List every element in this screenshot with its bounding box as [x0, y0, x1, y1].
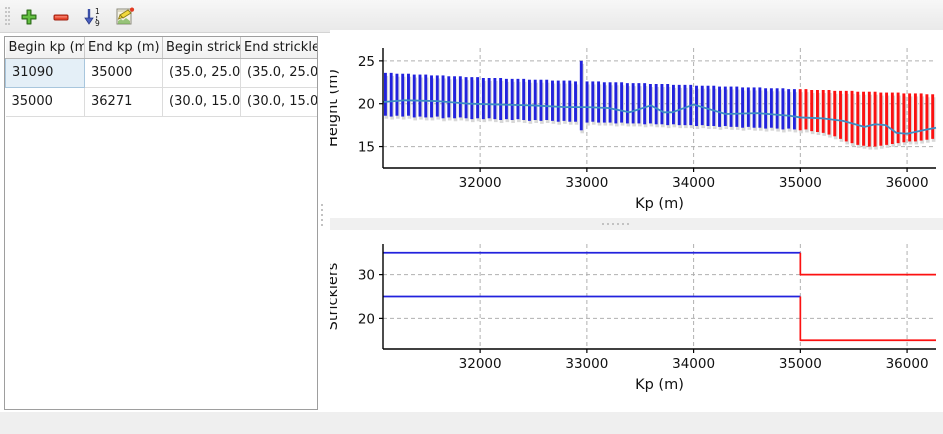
panel-gutter — [326, 36, 330, 410]
svg-text:9: 9 — [95, 19, 100, 28]
y-tick-label: 20 — [358, 97, 375, 113]
cell-begin-strickler[interactable]: (30.0, 15.0) — [162, 87, 241, 117]
x-tick-label: 33000 — [565, 175, 608, 191]
x-tick-label: 33000 — [565, 356, 608, 372]
cell-end-strickler[interactable]: (35.0, 25.0) — [240, 58, 317, 88]
reaches-table: Begin kp (m) End kp (m) Begin strickle E… — [5, 37, 317, 117]
strickler-profile-chart[interactable]: 20 30 32000 33000 34000 35000 36000 Kp (m) Str… — [330, 230, 943, 412]
table-row[interactable]: 35000 36271 (30.0, 15.0) (30.0, 15.0) — [5, 87, 317, 117]
height-profile-chart[interactable]: 15 20 25 32000 33000 34000 35000 36000 Kp (m) H… — [330, 30, 943, 218]
add-button[interactable] — [16, 4, 42, 29]
horizontal-splitter[interactable] — [330, 218, 943, 230]
splitter-grip — [321, 204, 323, 229]
edit-note-icon — [116, 7, 135, 24]
cell-begin-strickler[interactable]: (35.0, 25.0) — [162, 58, 241, 88]
column-header-end-kp[interactable]: End kp (m) — [84, 37, 163, 59]
reaches-table-panel: Begin kp (m) End kp (m) Begin strickle E… — [4, 36, 318, 410]
y-tick-label: 25 — [358, 54, 375, 70]
x-tick-label: 32000 — [459, 356, 502, 372]
x-tick-label: 34000 — [672, 175, 715, 191]
height-profile-svg: 15 20 25 32000 33000 34000 35000 36000 Kp (m) H… — [330, 48, 937, 212]
y-axis-label: Stricklers — [330, 263, 341, 331]
axes — [379, 244, 936, 353]
cell-end-kp[interactable]: 36271 — [84, 87, 163, 117]
bar-series — [383, 60, 936, 150]
tick-labels: 20 30 32000 33000 34000 35000 36000 — [358, 268, 929, 372]
sort-descending-icon: 1 9 — [84, 7, 100, 28]
x-axis-label: Kp (m) — [635, 377, 684, 393]
x-tick-label: 36000 — [886, 356, 929, 372]
cell-begin-kp[interactable]: 35000 — [5, 87, 85, 117]
y-axis-label: Height (m) — [330, 69, 341, 147]
column-header-begin-strickler[interactable]: Begin strickle — [162, 37, 241, 59]
x-axis-label: Kp (m) — [635, 196, 684, 212]
water-level-line — [382, 99, 937, 135]
table-header: Begin kp (m) End kp (m) Begin strickle E… — [5, 37, 317, 59]
table-row[interactable]: 31090 35000 (35.0, 25.0) (35.0, 25.0) — [5, 57, 317, 88]
x-tick-label: 34000 — [672, 356, 715, 372]
cell-end-kp[interactable]: 35000 — [84, 58, 163, 88]
remove-button[interactable] — [48, 4, 74, 29]
y-tick-label: 20 — [358, 311, 375, 327]
column-header-begin-kp[interactable]: Begin kp (m) — [5, 37, 85, 59]
column-header-end-strickler[interactable]: End strickler — [240, 37, 317, 59]
toolbar-drag-handle[interactable] — [5, 7, 10, 26]
status-area — [0, 412, 943, 434]
x-tick-label: 36000 — [886, 175, 929, 191]
line-series — [383, 251, 936, 342]
table-header-row: Begin kp (m) End kp (m) Begin strickle E… — [5, 37, 317, 59]
edit-notes-button[interactable] — [112, 4, 138, 29]
toolbar: 1 9 — [0, 0, 943, 33]
table-body: 31090 35000 (35.0, 25.0) (35.0, 25.0) 35… — [5, 57, 317, 117]
plus-icon — [21, 9, 37, 24]
cell-end-strickler[interactable]: (30.0, 15.0) — [240, 87, 317, 117]
tick-labels: 15 20 25 32000 33000 34000 35000 36000 — [358, 54, 929, 191]
svg-text:1: 1 — [95, 7, 100, 16]
x-tick-label: 35000 — [779, 175, 822, 191]
strickler-profile-svg: 20 30 32000 33000 34000 35000 36000 Kp (m) Str… — [330, 244, 936, 393]
y-tick-label: 30 — [358, 268, 375, 284]
vertical-splitter[interactable] — [318, 36, 326, 410]
sort-button[interactable]: 1 9 — [80, 4, 106, 29]
axes — [379, 48, 936, 172]
y-tick-label: 15 — [358, 140, 375, 156]
x-tick-label: 35000 — [779, 356, 822, 372]
x-tick-label: 32000 — [459, 175, 502, 191]
cell-begin-kp[interactable]: 31090 — [5, 57, 85, 88]
minus-icon — [53, 14, 69, 20]
splitter-grip — [602, 223, 629, 225]
